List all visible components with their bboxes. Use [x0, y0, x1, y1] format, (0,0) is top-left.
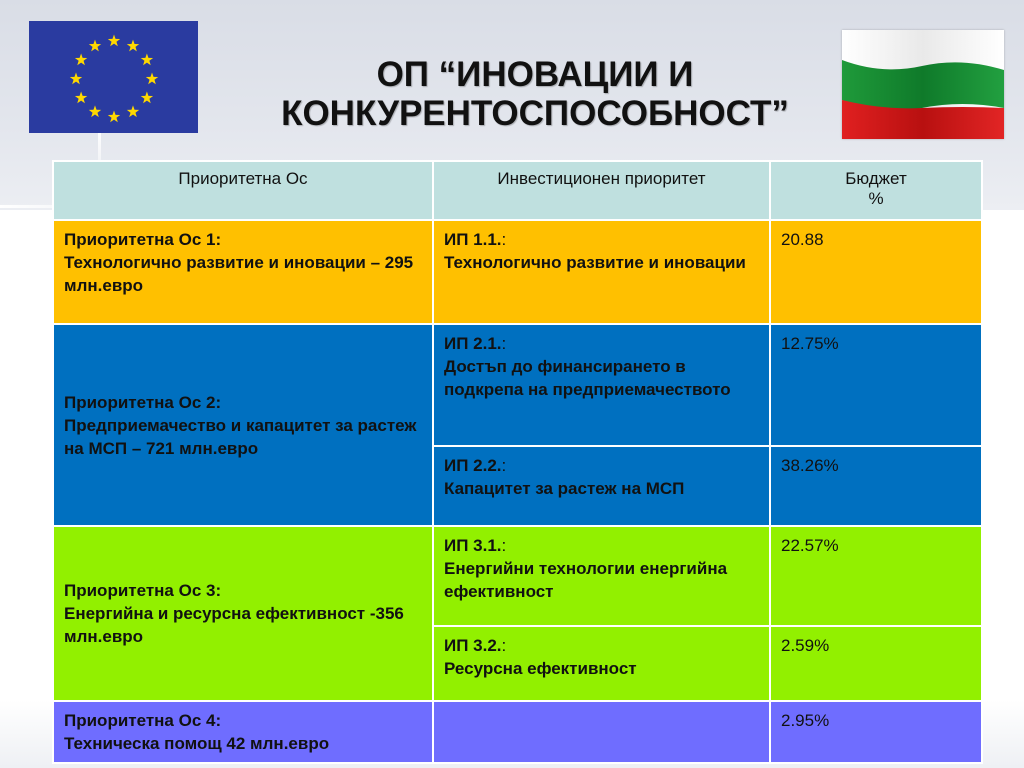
ip-code: ИП 2.2. — [444, 456, 502, 475]
axis-description: Енергийна и ресурсна ефективност -356 мл… — [64, 604, 404, 646]
axis-name: Приоритетна Ос 2: — [64, 392, 222, 412]
budget-cell: 2.59% — [769, 625, 983, 702]
star-icon — [126, 105, 140, 118]
page-title: ОП “ИНОВАЦИИ И КОНКУРЕНТОСПОСОБНОСТ” — [281, 55, 789, 133]
axis-cell: Приоритетна Ос 3: Енергийна и ресурсна е… — [52, 525, 434, 702]
axis-name: Приоритетна Ос 1: — [64, 230, 222, 249]
axis-description: Предприемачество и капацитет за растеж н… — [64, 415, 417, 458]
ip-code: ИП 3.1. — [444, 536, 502, 555]
ip-code: ИП 2.1. — [444, 334, 502, 353]
investment-priority-cell: ИП 1.1.: Технологично развитие и иноваци… — [432, 219, 771, 325]
investment-priority-cell: ИП 3.1.: Енергийни технологии енергийна … — [432, 525, 771, 627]
decorative-line — [98, 130, 101, 190]
table-row: ИП 3.2.: Ресурсна ефективност 2.59% — [53, 625, 983, 702]
star-icon — [88, 39, 102, 52]
ip-code: ИП 3.2. — [444, 636, 502, 655]
investment-priority-cell: ИП 2.2.: Капацитет за растеж на МСП — [432, 445, 771, 527]
ip-text: Технологично развитие и иновации — [444, 253, 746, 272]
table-row: Приоритетна Ос 2: Предприемачество и кап… — [52, 323, 983, 527]
table-row: ИП 2.2.: Капацитет за растеж на МСП 38.2… — [53, 445, 983, 527]
star-icon — [107, 110, 121, 123]
ip-text: Ресурсна ефективност — [444, 659, 637, 678]
table-row: Приоритетна Ос 3: Енергийна и ресурсна е… — [52, 525, 983, 702]
axis-description: Техническа помощ 42 млн.евро — [64, 734, 330, 753]
budget-cell: 2.95% — [769, 700, 983, 764]
ip-text: Енергийни технологии енергийна ефективно… — [444, 559, 728, 601]
priority-table: Приоритетна Ос Инвестиционен приоритет Б… — [52, 160, 983, 764]
header-budget: Бюджет % — [769, 160, 983, 221]
ip-text: Капацитет за растеж на МСП — [444, 479, 685, 498]
header-investment: Инвестиционен приоритет — [432, 160, 771, 221]
star-icon — [107, 34, 121, 47]
header-axis: Приоритетна Ос — [52, 160, 434, 221]
star-icon — [145, 72, 159, 85]
bulgarian-flag-icon — [842, 30, 1004, 139]
investment-priority-cell — [432, 700, 771, 764]
axis-name: Приоритетна Ос 3: — [64, 581, 222, 600]
axis-description: Технологично развитие и иновации – 295 м… — [64, 253, 414, 295]
star-icon — [74, 91, 88, 104]
ip-text: Достъп до финансирането в подкрепа на пр… — [444, 357, 731, 399]
star-icon — [126, 39, 140, 52]
investment-priority-cell: ИП 3.2.: Ресурсна ефективност — [432, 625, 771, 702]
star-icon — [88, 105, 102, 118]
budget-cell: 38.26% — [769, 445, 983, 527]
ip-colon: : — [501, 334, 507, 353]
axis-name: Приоритетна Ос 4: — [64, 711, 222, 730]
star-icon — [140, 91, 154, 104]
ip-colon: : — [501, 456, 507, 475]
table-row: Приоритетна Ос 4: Техническа помощ 42 мл… — [52, 700, 983, 764]
axis-cell: Приоритетна Ос 2: Предприемачество и кап… — [52, 323, 434, 527]
ip-colon: : — [501, 636, 507, 655]
table-header-row: Приоритетна Ос Инвестиционен приоритет Б… — [52, 160, 983, 221]
header-budget-label: Бюджет — [845, 169, 907, 188]
eu-flag-icon — [29, 21, 198, 133]
axis-cell: Приоритетна Ос 1: Технологично развитие … — [52, 219, 434, 325]
header-budget-unit: % — [868, 189, 884, 208]
ip-code: ИП 1.1. — [444, 230, 502, 249]
ip-colon: : — [501, 230, 507, 249]
budget-cell: 22.57% — [769, 525, 983, 627]
investment-priority-cell: ИП 2.1.: Достъп до финансирането в подкр… — [432, 323, 771, 447]
budget-cell: 20.88 — [769, 219, 983, 325]
axis-cell: Приоритетна Ос 4: Техническа помощ 42 мл… — [52, 700, 434, 764]
star-icon — [69, 72, 83, 85]
table-row: Приоритетна Ос 1: Технологично развитие … — [52, 219, 983, 325]
star-icon — [74, 53, 88, 66]
ip-colon: : — [501, 536, 507, 555]
star-icon — [140, 53, 154, 66]
budget-cell: 12.75% — [769, 323, 983, 447]
